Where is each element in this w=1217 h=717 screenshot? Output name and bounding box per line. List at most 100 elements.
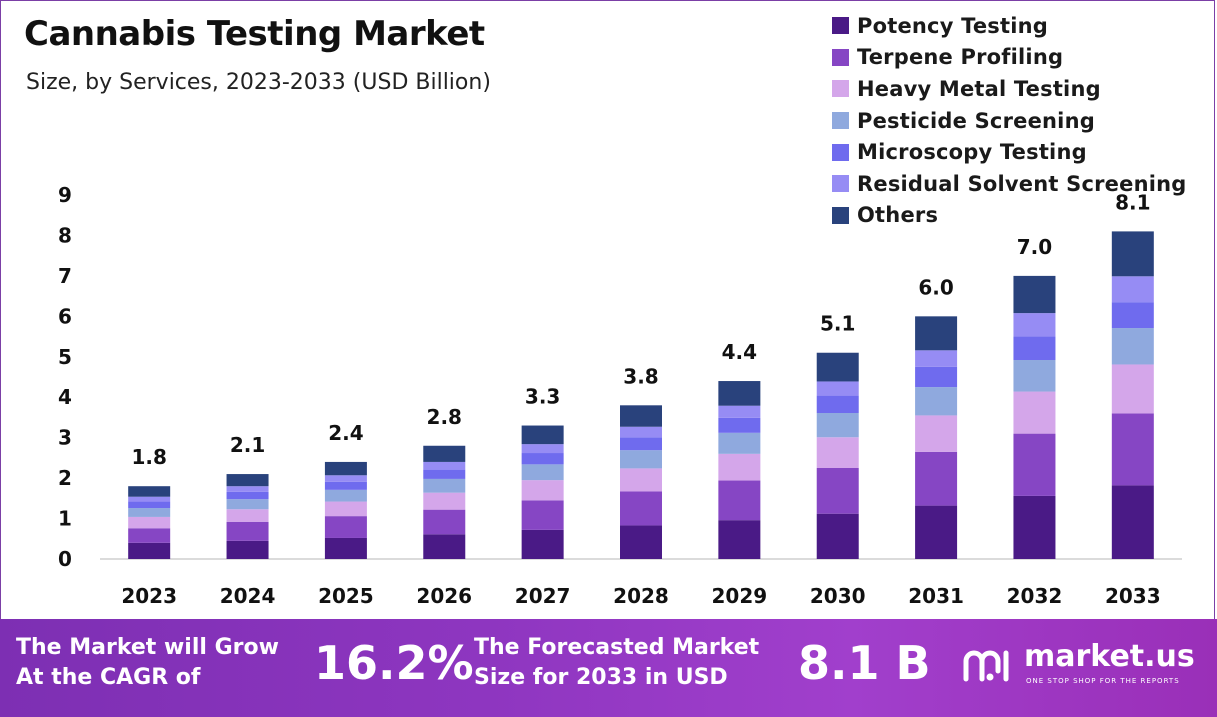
x-tick-label: 2023	[121, 584, 177, 608]
bar-segment-microscopy-testing	[423, 469, 466, 479]
bar-segment-microscopy-testing	[718, 417, 761, 433]
y-tick-label: 3	[58, 426, 72, 450]
bar-total-label: 4.4	[722, 340, 757, 364]
brand-tagline: ONE STOP SHOP FOR THE REPORTS	[1026, 677, 1180, 685]
bar-segment-heavy-metal-testing	[620, 468, 662, 492]
legend-label: Potency Testing	[857, 13, 1048, 38]
x-tick-label: 2033	[1105, 584, 1161, 608]
legend-item: Microscopy Testing	[832, 136, 1187, 168]
bar-segment-potency-testing	[324, 537, 367, 559]
bar-total-label: 2.1	[230, 433, 265, 457]
bar-segment-heavy-metal-testing	[128, 516, 171, 529]
bar-segment-heavy-metal-testing	[915, 415, 958, 452]
bar-total-label: 2.4	[328, 421, 363, 445]
cagr-value: 16.2%	[314, 636, 474, 690]
market-us-logo-icon	[963, 650, 1009, 682]
bar-segment-residual-solvent-screening	[718, 405, 761, 418]
bar-segment-heavy-metal-testing	[423, 492, 466, 510]
legend-swatch	[832, 48, 849, 66]
bar-total-label: 6.0	[918, 275, 953, 299]
bar-segment-others	[128, 486, 171, 497]
cagr-caption-line2: At the CAGR of	[16, 665, 201, 690]
y-tick-label: 9	[58, 183, 72, 207]
bar-segment-heavy-metal-testing	[1013, 391, 1056, 434]
x-tick-label: 2026	[416, 584, 472, 608]
bar-total-label: 3.3	[525, 385, 560, 409]
bar-segment-potency-testing	[128, 542, 171, 559]
bar-total-label: 8.1	[1115, 190, 1150, 214]
y-tick-label: 7	[58, 264, 72, 288]
bar-segment-residual-solvent-screening	[1111, 276, 1154, 303]
bar-segment-terpene-profiling	[1111, 413, 1154, 486]
bar-segment-residual-solvent-screening	[324, 475, 367, 482]
bar-segment-residual-solvent-screening	[226, 486, 269, 492]
bar-segment-residual-solvent-screening	[423, 461, 466, 470]
bar-segment-pesticide-screening	[226, 499, 269, 510]
bar-segment-microscopy-testing	[620, 437, 662, 451]
bar-segment-potency-testing	[915, 505, 958, 559]
x-tick-label: 2025	[318, 584, 374, 608]
bar-segment-pesticide-screening	[521, 464, 564, 481]
bar-segment-pesticide-screening	[128, 508, 171, 517]
x-tick-label: 2024	[220, 584, 276, 608]
bar-segment-residual-solvent-screening	[915, 350, 958, 367]
x-tick-label: 2028	[613, 584, 669, 608]
bar-segment-microscopy-testing	[816, 395, 859, 413]
bar-segment-terpene-profiling	[915, 451, 958, 506]
summary-banner: The Market will Grow At the CAGR of 16.2…	[0, 619, 1217, 717]
legend-label: Terpene Profiling	[857, 45, 1064, 70]
bar-segment-terpene-profiling	[226, 521, 269, 541]
bar-total-label: 1.8	[131, 445, 166, 469]
x-tick-label: 2027	[515, 584, 571, 608]
x-tick-label: 2030	[810, 584, 866, 608]
bar-segment-terpene-profiling	[620, 491, 662, 526]
bar-segment-terpene-profiling	[128, 528, 171, 543]
legend-label: Residual Solvent Screening	[857, 171, 1187, 196]
legend-item: Pesticide Screening	[832, 105, 1187, 137]
bar-segment-residual-solvent-screening	[1013, 313, 1056, 337]
y-tick-label: 5	[58, 345, 72, 369]
bar-segment-residual-solvent-screening	[816, 381, 859, 396]
legend-item: Heavy Metal Testing	[832, 73, 1187, 105]
y-tick-label: 2	[58, 466, 72, 490]
x-tick-label: 2032	[1007, 584, 1063, 608]
bar-segment-pesticide-screening	[423, 478, 466, 493]
x-tick-label: 2029	[712, 584, 768, 608]
bar-segment-residual-solvent-screening	[521, 444, 564, 454]
bar-segment-potency-testing	[620, 525, 662, 559]
legend-swatch	[832, 17, 849, 35]
bar-segment-potency-testing	[1013, 495, 1056, 559]
brand-name: market.us	[1024, 639, 1195, 674]
legend-swatch	[832, 143, 849, 161]
bar-segment-potency-testing	[1111, 485, 1154, 559]
legend-label: Others	[857, 203, 939, 228]
bar-total-label: 3.8	[623, 364, 658, 388]
bar-segment-others	[620, 405, 662, 427]
legend-swatch	[832, 80, 849, 98]
bar-segment-terpene-profiling	[521, 500, 564, 530]
bar-segment-heavy-metal-testing	[521, 480, 564, 501]
bar-segment-heavy-metal-testing	[816, 437, 859, 468]
y-tick-label: 0	[58, 547, 72, 571]
bar-total-label: 2.8	[427, 405, 462, 429]
bar-segment-residual-solvent-screening	[128, 496, 171, 502]
bar-segment-pesticide-screening	[1111, 328, 1154, 365]
legend-label: Microscopy Testing	[857, 140, 1087, 165]
y-tick-label: 1	[58, 507, 72, 531]
legend-swatch	[832, 206, 849, 224]
bar-segment-microscopy-testing	[324, 481, 367, 490]
bar-segment-microscopy-testing	[1013, 336, 1056, 361]
bar-segment-residual-solvent-screening	[620, 426, 662, 438]
bar-segment-microscopy-testing	[226, 491, 269, 500]
bar-segment-terpene-profiling	[1013, 433, 1056, 496]
legend-item: Residual Solvent Screening	[832, 168, 1187, 200]
chart-title: Cannabis Testing Market	[24, 14, 485, 54]
legend-item: Terpene Profiling	[832, 42, 1187, 74]
bar-segment-others	[816, 352, 859, 382]
y-tick-label: 6	[58, 304, 72, 328]
bar-segment-others	[915, 316, 958, 351]
legend-item: Potency Testing	[832, 10, 1187, 42]
bar-segment-pesticide-screening	[620, 450, 662, 469]
bar-segment-heavy-metal-testing	[226, 509, 269, 522]
bar-segment-heavy-metal-testing	[324, 501, 367, 517]
